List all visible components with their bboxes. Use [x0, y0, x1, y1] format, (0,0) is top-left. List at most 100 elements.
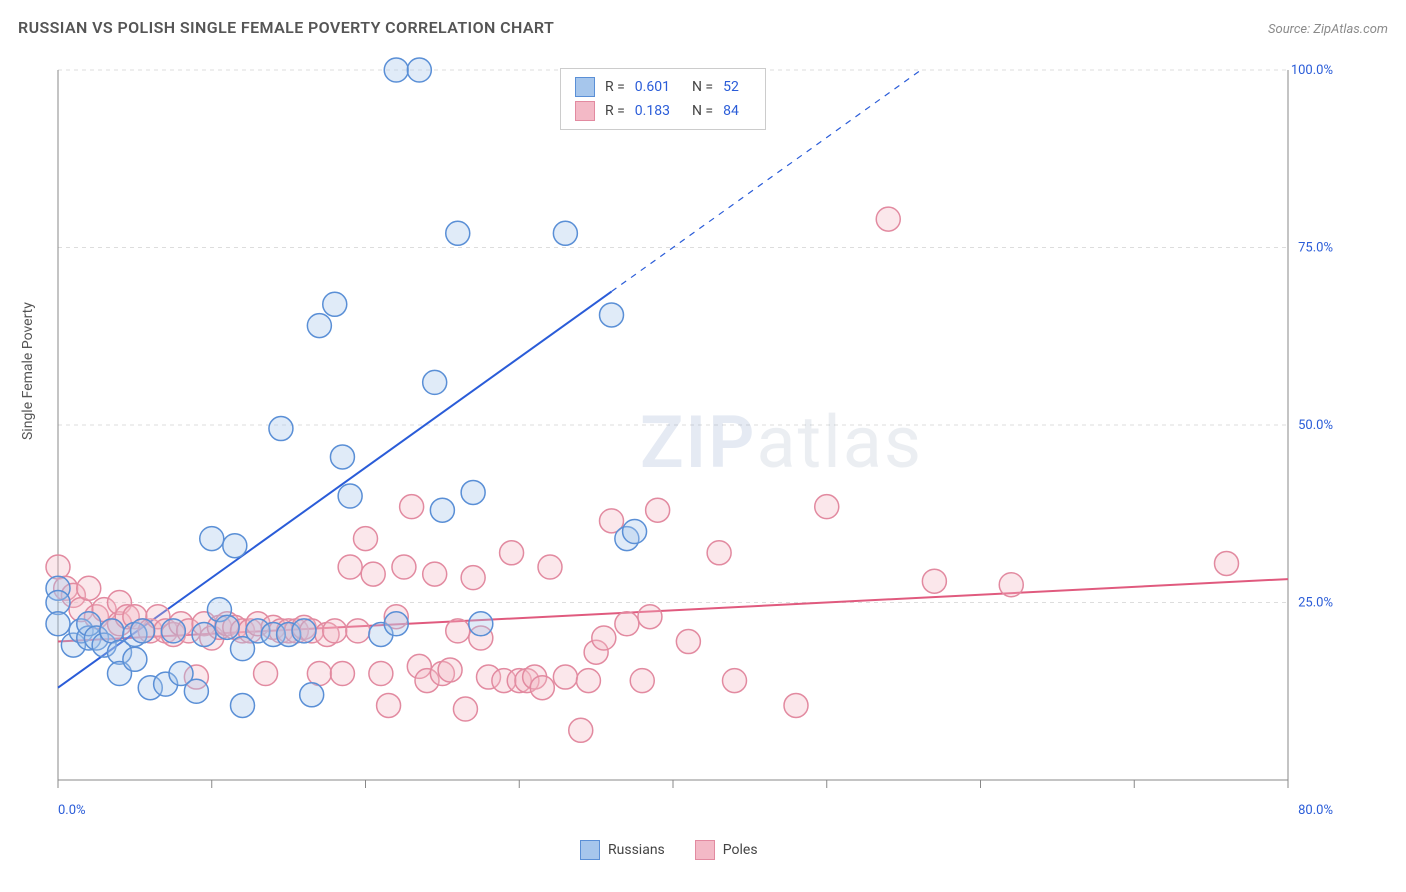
point-russians: [307, 314, 331, 338]
legend-item-poles: Poles: [695, 840, 758, 860]
chart-source: Source: ZipAtlas.com: [1268, 22, 1388, 37]
point-poles: [361, 562, 385, 586]
point-poles: [553, 665, 577, 689]
y-axis-label: Single Female Poverty: [20, 302, 36, 440]
point-poles: [392, 555, 416, 579]
point-poles: [346, 619, 370, 643]
x-tick-label: 0.0%: [58, 803, 86, 818]
point-russians: [192, 622, 216, 646]
point-poles: [569, 718, 593, 742]
y-tick-label: 25.0%: [1298, 596, 1333, 611]
point-russians: [423, 370, 447, 394]
point-poles: [576, 669, 600, 693]
point-poles: [815, 495, 839, 519]
point-poles: [254, 662, 278, 686]
point-poles: [638, 605, 662, 629]
legend-swatch: [575, 77, 595, 97]
point-poles: [615, 612, 639, 636]
point-russians: [323, 292, 347, 316]
point-russians: [623, 520, 647, 544]
point-poles: [646, 498, 670, 522]
point-russians: [215, 615, 239, 639]
point-russians: [330, 445, 354, 469]
point-poles: [453, 697, 477, 721]
point-poles: [354, 527, 378, 551]
point-russians: [100, 619, 124, 643]
r-value: 0.601: [635, 79, 670, 95]
point-poles: [369, 662, 393, 686]
plot-area: 25.0%50.0%75.0%100.0%0.0%80.0%: [48, 60, 1328, 820]
legend-row-russians: R = 0.601 N = 52: [575, 75, 751, 99]
point-russians: [430, 498, 454, 522]
point-poles: [922, 569, 946, 593]
n-value: 52: [723, 79, 739, 95]
point-poles: [330, 662, 354, 686]
y-tick-label: 50.0%: [1298, 418, 1333, 433]
point-poles: [400, 495, 424, 519]
point-russians: [407, 58, 431, 82]
point-poles: [423, 562, 447, 586]
point-poles: [446, 619, 470, 643]
point-russians: [300, 683, 324, 707]
legend-label: Poles: [723, 842, 758, 858]
x-tick-label: 80.0%: [1298, 803, 1333, 818]
point-russians: [446, 221, 470, 245]
point-poles: [630, 669, 654, 693]
scatter-chart: 25.0%50.0%75.0%100.0%0.0%80.0%: [48, 60, 1328, 820]
point-russians: [46, 591, 70, 615]
point-poles: [592, 626, 616, 650]
point-poles: [707, 541, 731, 565]
y-tick-label: 75.0%: [1298, 241, 1333, 256]
point-russians: [46, 612, 70, 636]
r-label: R =: [605, 103, 625, 119]
legend-swatch: [695, 840, 715, 860]
chart-title: RUSSIAN VS POLISH SINGLE FEMALE POVERTY …: [18, 18, 554, 37]
point-poles: [876, 207, 900, 231]
point-poles: [377, 693, 401, 717]
point-russians: [384, 612, 408, 636]
point-russians: [384, 58, 408, 82]
point-russians: [200, 527, 224, 551]
legend-swatch: [580, 840, 600, 860]
point-russians: [269, 417, 293, 441]
point-poles: [338, 555, 362, 579]
point-russians: [292, 619, 316, 643]
point-russians: [184, 679, 208, 703]
point-russians: [469, 612, 493, 636]
point-russians: [461, 480, 485, 504]
point-poles: [784, 693, 808, 717]
y-tick-label: 100.0%: [1291, 63, 1333, 78]
point-russians: [123, 647, 147, 671]
point-russians: [553, 221, 577, 245]
point-poles: [307, 662, 331, 686]
n-label: N =: [692, 103, 713, 119]
point-russians: [338, 484, 362, 508]
point-poles: [46, 555, 70, 579]
point-russians: [600, 303, 624, 327]
point-poles: [323, 619, 347, 643]
series-legend: Russians Poles: [580, 840, 758, 860]
point-poles: [461, 566, 485, 590]
point-russians: [223, 534, 247, 558]
point-russians: [161, 619, 185, 643]
point-poles: [538, 555, 562, 579]
legend-item-russians: Russians: [580, 840, 665, 860]
point-poles: [77, 576, 101, 600]
point-russians: [131, 619, 155, 643]
point-russians: [231, 693, 255, 717]
r-value: 0.183: [635, 103, 670, 119]
point-poles: [999, 573, 1023, 597]
point-poles: [438, 658, 462, 682]
point-poles: [676, 630, 700, 654]
n-value: 84: [723, 103, 739, 119]
r-label: R =: [605, 79, 625, 95]
correlation-legend: R = 0.601 N = 52 R = 0.183 N = 84: [560, 68, 766, 130]
point-poles: [500, 541, 524, 565]
legend-label: Russians: [608, 842, 665, 858]
legend-row-poles: R = 0.183 N = 84: [575, 99, 751, 123]
point-poles: [723, 669, 747, 693]
point-poles: [1215, 551, 1239, 575]
legend-swatch: [575, 101, 595, 121]
n-label: N =: [692, 79, 713, 95]
point-poles: [530, 676, 554, 700]
